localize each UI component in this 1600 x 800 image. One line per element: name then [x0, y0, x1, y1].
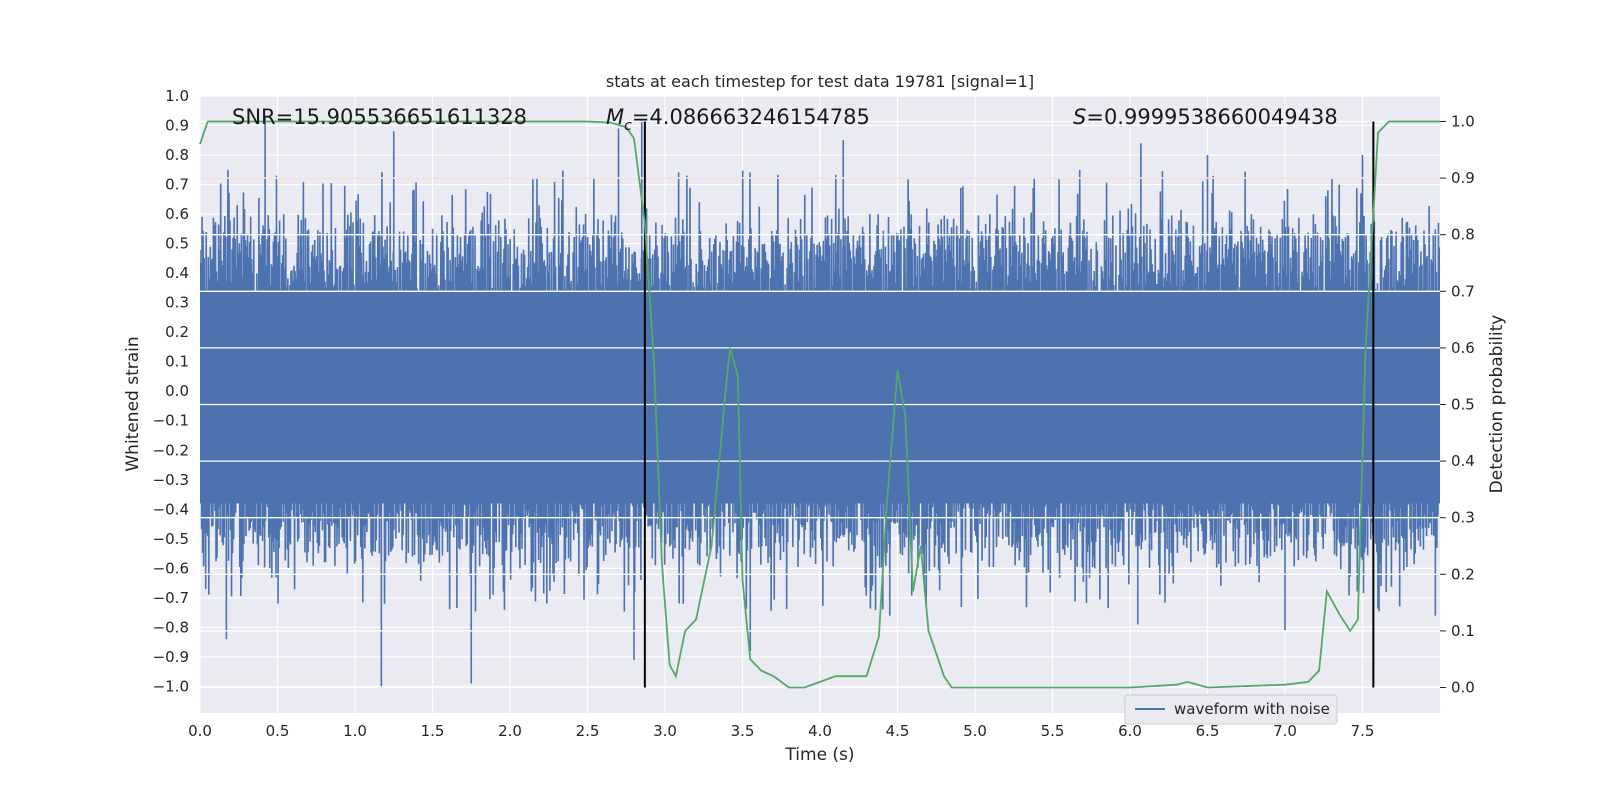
x-tick-label: 0.5 [266, 722, 290, 740]
waveform-core [200, 290, 1440, 504]
legend-label: waveform with noise [1174, 700, 1330, 718]
y-tick-label: −0.5 [153, 530, 189, 548]
x-tick-label: 1.0 [343, 722, 367, 740]
x-tick-label: 0.0 [188, 722, 212, 740]
x-tick-label: 6.0 [1118, 722, 1142, 740]
y-tick-label: 0.5 [165, 235, 189, 253]
legend-box [1124, 694, 1338, 725]
y-tick-label: −1.0 [153, 677, 189, 695]
x-tick-label: 7.0 [1273, 722, 1297, 740]
s-symbol: S [1073, 105, 1086, 129]
y2-tick-label: 1.0 [1451, 112, 1475, 130]
mc-subscript: c [624, 118, 632, 134]
y2-tick-label: 0.6 [1451, 339, 1475, 357]
y2-axis-label: Detection probability [1487, 315, 1507, 494]
y-tick-label: −0.7 [153, 589, 189, 607]
x-tick-label: 3.0 [653, 722, 677, 740]
legend: waveform with noise [1124, 694, 1338, 725]
x-axis-ticks: 0.0 0.5 1.0 1.5 2.0 2.5 3.0 3.5 4.0 4.5 5.0 5.5 6.0 6… [188, 722, 1374, 740]
x-tick-label: 5.0 [963, 722, 987, 740]
y-tick-label: 0.2 [165, 323, 189, 341]
x-tick-label: 1.5 [421, 722, 445, 740]
x-axis-label: Time (s) [784, 745, 854, 765]
y-tick-label: −0.3 [153, 471, 189, 489]
snr-annotation: SNR=15.905536651611328 [232, 105, 527, 129]
x-tick-label: 4.0 [808, 722, 832, 740]
detection-probability-line [199, 120, 1440, 689]
y-tick-label: 0.0 [165, 382, 189, 400]
y2-tick-label: 0.7 [1451, 282, 1475, 300]
y2-tick-label: 0.1 [1451, 622, 1475, 640]
y-tick-label: −0.1 [153, 412, 189, 430]
y-tick-label: −0.8 [153, 618, 189, 636]
mc-value: =4.086663246154785 [632, 105, 870, 129]
y-tick-label: 1.0 [165, 87, 189, 105]
y2-tick-label: 0.3 [1451, 509, 1475, 527]
y-tick-label: 0.4 [165, 264, 189, 282]
chart-title: stats at each timestep for test data 197… [606, 72, 1034, 91]
y2-tick-label: 0.0 [1451, 679, 1475, 697]
y2-tick-label: 0.2 [1451, 565, 1475, 583]
y-tick-label: 0.9 [165, 117, 189, 135]
chirp-mass-annotation: Mc=4.086663246154785 [606, 105, 870, 134]
y-tick-label: −0.4 [153, 500, 189, 518]
s-value: =0.9999538660049438 [1086, 105, 1337, 129]
y-axis-label: Whitened strain [123, 336, 143, 471]
x-tick-label: 2.5 [576, 722, 600, 740]
x-tick-label: 5.5 [1041, 722, 1065, 740]
y2-tick-label: 0.5 [1451, 396, 1475, 414]
y-tick-label: 0.6 [165, 205, 189, 223]
y-tick-label: −0.2 [153, 441, 189, 459]
x-tick-label: 4.5 [886, 722, 910, 740]
x-tick-label: 7.5 [1351, 722, 1375, 740]
y2-axis-ticks: 1.0 0.9 0.8 0.7 0.6 0.5 0.4 0.3 0.2 0.1 0.0 [1440, 112, 1475, 697]
plot-area [199, 116, 1440, 689]
y2-tick-label: 0.8 [1451, 226, 1475, 244]
y2-tick-label: 0.9 [1451, 169, 1475, 187]
grid-overlay [200, 120, 1440, 689]
y2-tick-label: 0.4 [1451, 452, 1475, 470]
y-tick-label: 0.1 [165, 353, 189, 371]
y-tick-label: −0.6 [153, 559, 189, 577]
significance-annotation: S=0.9999538660049438 [1073, 105, 1338, 129]
x-tick-label: 3.5 [731, 722, 755, 740]
y-tick-label: 0.3 [165, 294, 189, 312]
y-tick-label: 0.8 [165, 146, 189, 164]
y-tick-label: −0.9 [153, 648, 189, 666]
x-tick-label: 2.0 [498, 722, 522, 740]
y-axis-ticks: 1.0 0.9 0.8 0.7 0.6 0.5 0.4 0.3 0.2 0.1 0.0 −0.1 −0.… [153, 87, 189, 695]
x-tick-label: 6.5 [1196, 722, 1220, 740]
mc-symbol: M [606, 105, 624, 129]
y-tick-label: 0.7 [165, 176, 189, 194]
